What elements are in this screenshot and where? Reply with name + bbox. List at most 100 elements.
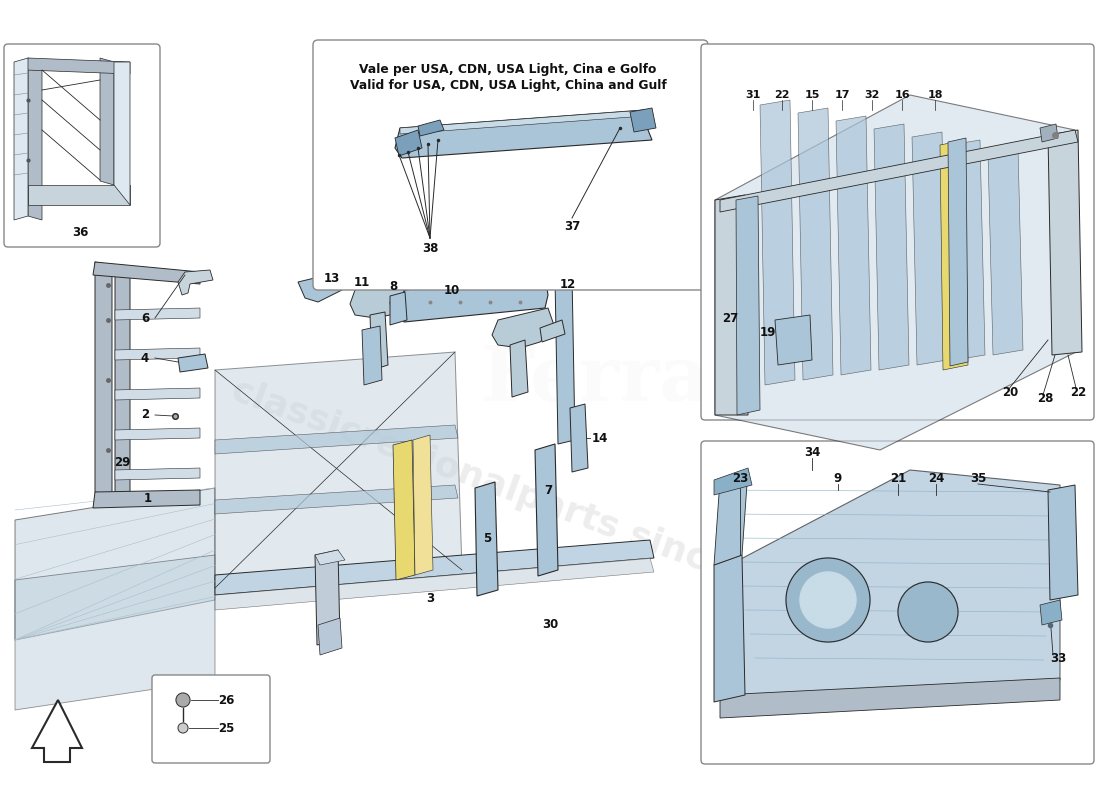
Text: 29: 29 [113,455,130,469]
Polygon shape [400,275,548,322]
Polygon shape [370,312,388,370]
Text: 31: 31 [746,90,761,100]
Polygon shape [418,120,444,136]
Text: 25: 25 [218,722,234,734]
FancyBboxPatch shape [314,40,708,290]
Text: 16: 16 [894,90,910,100]
Polygon shape [720,470,1060,700]
FancyBboxPatch shape [701,44,1094,420]
Polygon shape [912,132,947,365]
Polygon shape [1048,130,1082,355]
Text: 3: 3 [426,591,434,605]
Polygon shape [510,340,528,397]
Text: 24: 24 [927,471,944,485]
Polygon shape [116,388,200,400]
FancyBboxPatch shape [152,675,270,763]
Polygon shape [950,140,984,360]
Circle shape [800,572,856,628]
Text: Vale per USA, CDN, USA Light, Cina e Golfo: Vale per USA, CDN, USA Light, Cina e Gol… [360,63,657,77]
Polygon shape [116,428,200,440]
Polygon shape [28,58,42,220]
Polygon shape [214,558,654,610]
Polygon shape [315,550,340,645]
FancyBboxPatch shape [4,44,160,247]
Polygon shape [393,440,415,580]
Polygon shape [114,62,130,205]
Text: Valid for USA, CDN, USA Light, China and Gulf: Valid for USA, CDN, USA Light, China and… [350,79,667,93]
Polygon shape [94,262,200,284]
Text: 7: 7 [543,483,552,497]
Polygon shape [14,58,28,220]
Text: 38: 38 [421,242,438,254]
Text: 27: 27 [722,311,738,325]
Circle shape [176,693,190,707]
Text: 21: 21 [890,471,906,485]
Polygon shape [940,140,968,370]
Circle shape [786,558,870,642]
Polygon shape [492,308,556,348]
Polygon shape [715,195,748,415]
Polygon shape [776,315,812,365]
Text: 34: 34 [804,446,821,458]
Text: 30: 30 [542,618,558,630]
Polygon shape [400,110,645,134]
Polygon shape [714,470,748,565]
Text: 12: 12 [560,278,576,291]
Polygon shape [395,130,422,156]
Polygon shape [214,485,458,514]
Polygon shape [988,148,1023,355]
Polygon shape [720,130,1078,212]
Polygon shape [15,555,214,710]
Text: 22: 22 [774,90,790,100]
Text: 37: 37 [564,219,580,233]
Text: 15: 15 [804,90,820,100]
Polygon shape [540,320,565,342]
Polygon shape [736,196,760,415]
Text: 13: 13 [323,271,340,285]
Polygon shape [15,488,214,640]
Text: 9: 9 [834,471,843,485]
Circle shape [178,723,188,733]
Polygon shape [836,116,871,375]
Polygon shape [116,270,130,495]
Text: 14: 14 [592,431,608,445]
Polygon shape [556,274,575,444]
Polygon shape [100,58,114,185]
Polygon shape [714,468,752,495]
Text: 22: 22 [1070,386,1086,398]
Polygon shape [116,348,200,360]
FancyBboxPatch shape [701,441,1094,764]
Text: 5: 5 [483,531,491,545]
Polygon shape [350,282,408,318]
Polygon shape [760,100,795,385]
Circle shape [898,582,958,642]
Polygon shape [178,270,213,295]
Polygon shape [116,308,200,320]
Polygon shape [178,354,208,372]
Text: 11: 11 [354,277,370,290]
Polygon shape [535,444,558,576]
Polygon shape [318,618,342,655]
Text: 6: 6 [141,311,150,325]
Text: 18: 18 [927,90,943,100]
Polygon shape [475,482,498,596]
Text: 23: 23 [732,471,748,485]
Text: 32: 32 [865,90,880,100]
Polygon shape [214,352,462,588]
Polygon shape [630,108,656,132]
Polygon shape [32,700,82,762]
Polygon shape [214,540,654,595]
Text: 20: 20 [1002,386,1019,398]
Polygon shape [720,678,1060,718]
Text: classicregionalparts since 19: classicregionalparts since 19 [227,373,793,607]
Polygon shape [395,110,652,158]
Polygon shape [95,262,112,495]
Polygon shape [390,292,407,325]
Polygon shape [26,58,130,74]
Polygon shape [948,138,968,366]
Text: 8: 8 [389,279,397,293]
Text: 35: 35 [970,471,987,485]
Text: 17: 17 [834,90,849,100]
Polygon shape [798,108,833,380]
Polygon shape [362,326,382,385]
